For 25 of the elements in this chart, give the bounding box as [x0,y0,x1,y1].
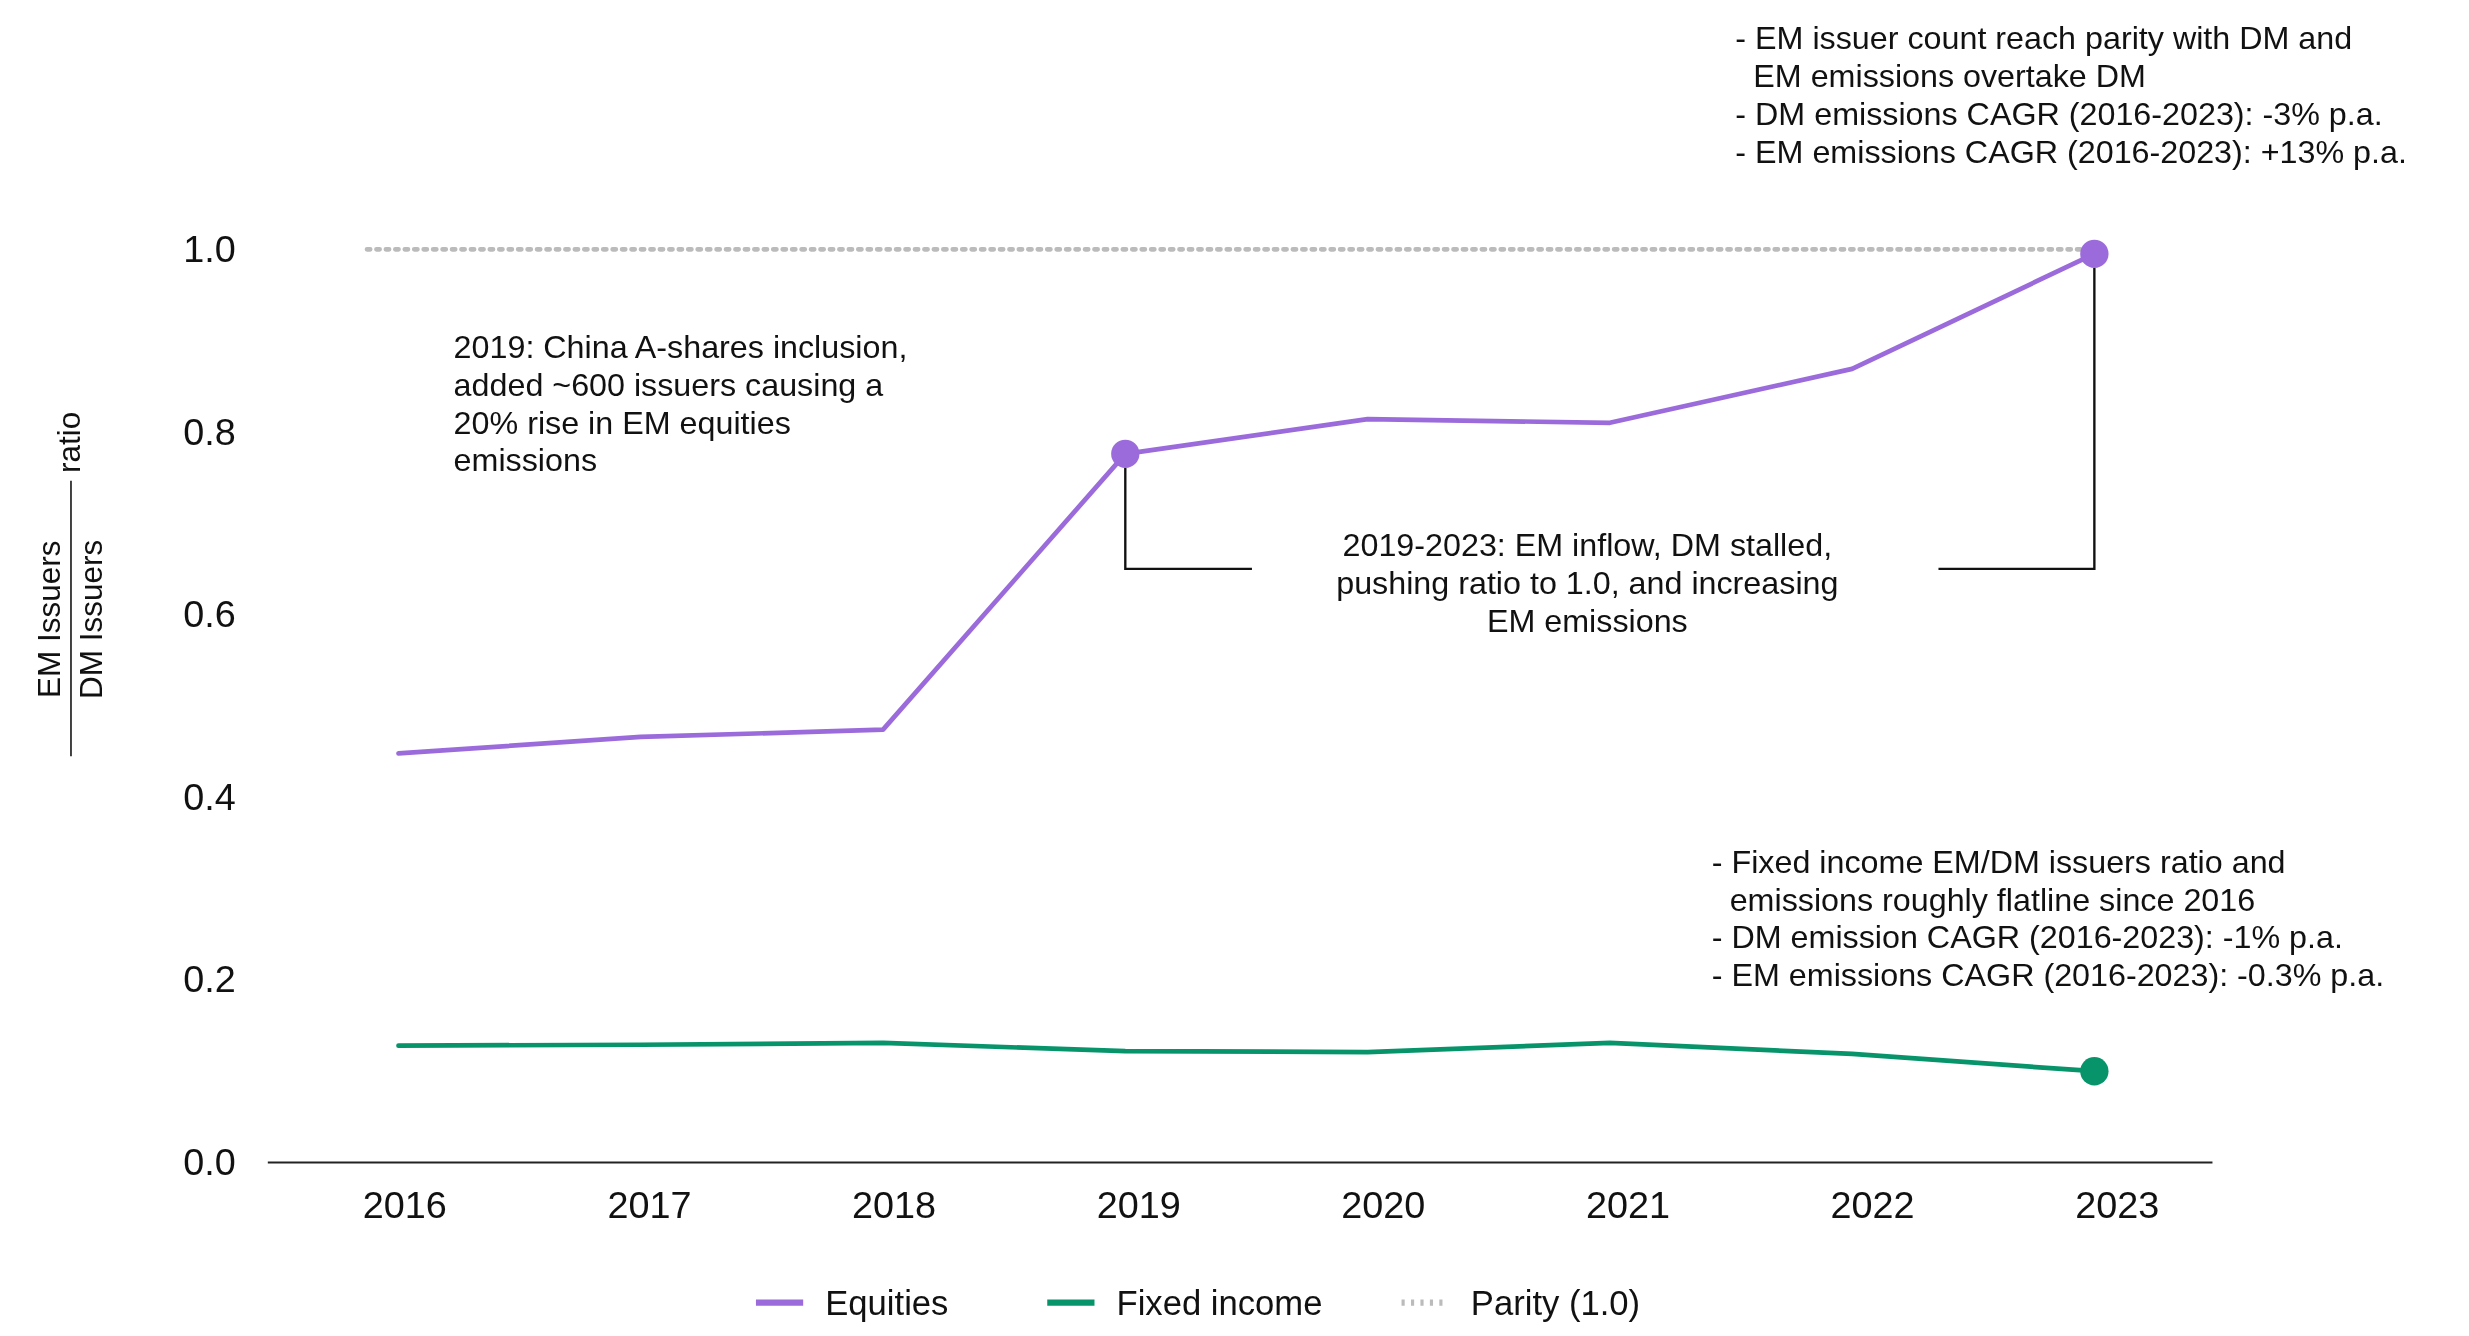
legend-label: Equities [825,1284,949,1323]
x-tick-label: 2016 [362,1183,447,1226]
x-tick-label: 2017 [607,1183,692,1226]
text: - EM issuer count reach parity with DM and EM emissions overtake DM - DM emissions CAGR (2016-2023): -3% p.a. - EM emissions CAGR (2016-2023): +13% p.a. [1735,20,2407,170]
text: EM Issuers DM Issuers ratio [30,411,110,699]
y-tick-label: 0.6 [183,593,236,636]
x-tick-label: 2020 [1341,1183,1426,1226]
x-tick-label: 2022 [1830,1183,1915,1226]
x-tick-label: 2019 [1096,1183,1181,1226]
annotation: 2019: China A-shares inclusion, added ~600 issuers causing a 20% rise in EM equities emissions [453,328,908,479]
legend-label: Fixed income [1116,1284,1323,1323]
annotation: 2019-2023: EM inflow, DM stalled, pushing ratio to 1.0, and increasing EM emissions [1336,527,1839,639]
x-tick-label: 2018 [852,1183,937,1226]
x-tick-label: 2021 [1585,1183,1670,1226]
y-tick-label: 1.0 [183,227,236,270]
y-tick-label: 0.8 [183,410,236,453]
y-tick-label: 0.4 [183,775,236,818]
point [1111,439,1140,468]
y-tick-label: 0.2 [183,958,236,1001]
y-tick-label: 0.0 [183,1141,236,1184]
annotation: - Fixed income EM/DM issuers ratio and emissions roughly flatline since 2016 - DM emission CAGR (2016-2023): -1% p.a. - EM emissions CAGR (2016-2023): -0.3% p.a. [1711,843,2385,994]
point [2080,1057,2109,1086]
legend-label: Parity (1.0) [1470,1284,1641,1323]
point [2080,239,2109,268]
x-tick-label: 2023 [2075,1183,2160,1226]
